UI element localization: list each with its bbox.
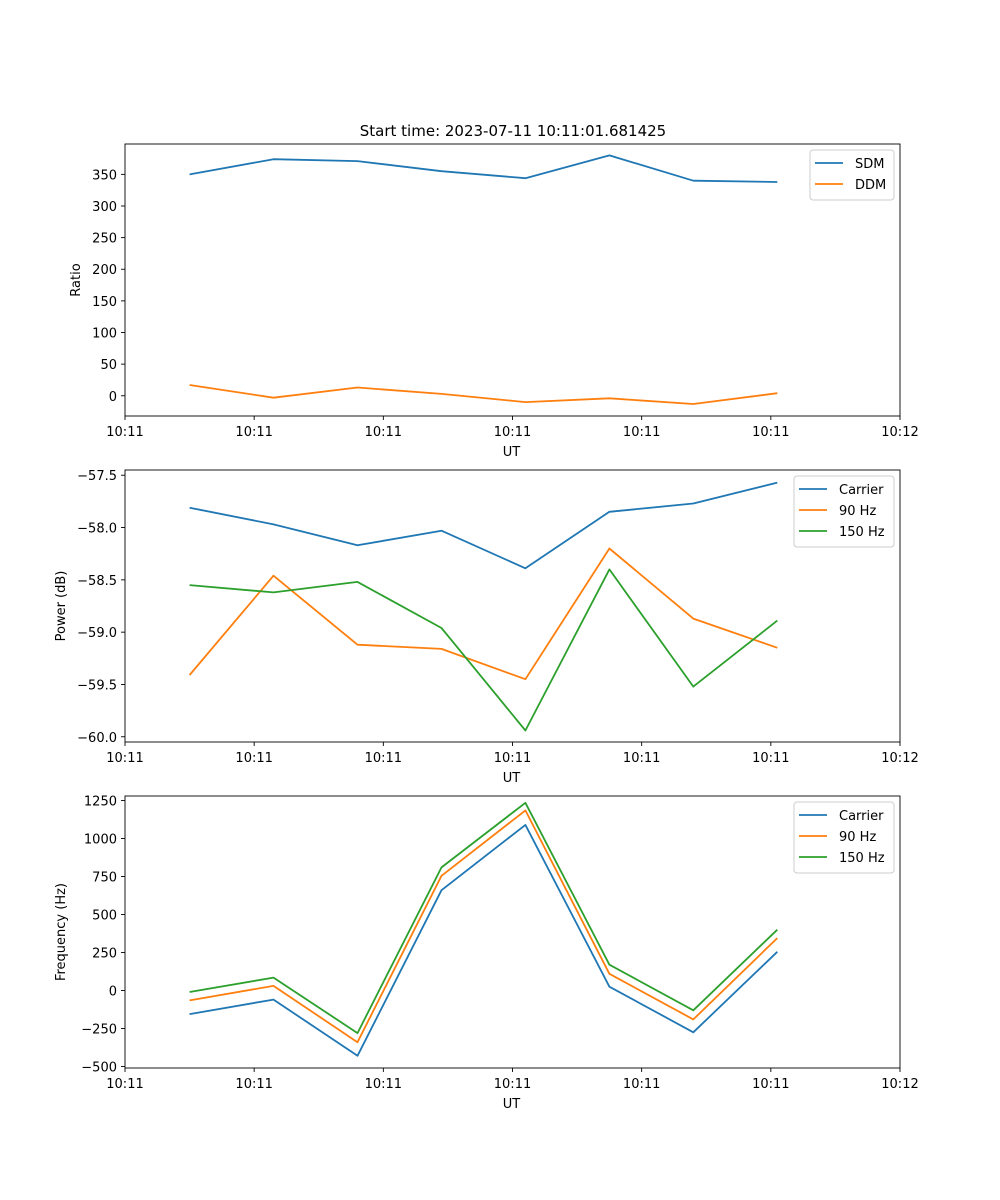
- legend: Carrier 90 Hz 150 Hz: [793, 475, 895, 548]
- y-tick-label: 350: [92, 168, 117, 183]
- y-axis-label: Frequency (Hz): [54, 883, 69, 981]
- axes-frame: [124, 143, 901, 417]
- y-tick-label: 50: [100, 358, 117, 373]
- legend-box: [793, 801, 895, 874]
- y-axis-label: Ratio: [69, 263, 84, 296]
- y-tick-label: 0: [109, 390, 117, 405]
- y-tick-label: −500: [81, 1060, 117, 1075]
- series-line-90-hz: [188, 547, 778, 681]
- series-line-150-hz: [189, 801, 778, 1034]
- x-tick-label: 10:11: [752, 425, 789, 440]
- y-tick-label: −58.0: [77, 522, 117, 537]
- series-line-90-hz: [189, 809, 778, 1044]
- y-tick-label: −59.0: [77, 626, 117, 641]
- x-tick-label: 10:11: [235, 751, 272, 766]
- y-tick-label: 200: [92, 263, 117, 278]
- legend-label: SDM: [855, 157, 884, 172]
- y-tick-label: 250: [92, 232, 117, 247]
- y-tick-label: 250: [92, 947, 117, 962]
- y-tick-label: −60.0: [77, 731, 117, 746]
- y-tick-label: 300: [92, 200, 117, 215]
- legend-label: 90 Hz: [839, 830, 876, 845]
- x-tick-label: 10:11: [106, 1077, 143, 1092]
- x-tick-label: 10:11: [494, 1077, 531, 1092]
- y-tick-label: 150: [92, 295, 117, 310]
- x-tick-label: 10:11: [623, 751, 660, 766]
- y-tick-label: 500: [92, 909, 117, 924]
- x-tick-label: 10:11: [106, 425, 143, 440]
- legend: Carrier 90 Hz 150 Hz: [793, 801, 895, 874]
- legend-label: 150 Hz: [839, 525, 885, 540]
- x-tick-label: 10:11: [752, 1077, 789, 1092]
- x-tick-label: 10:11: [623, 425, 660, 440]
- series-line-150-hz: [189, 568, 778, 732]
- x-tick-label: 10:11: [494, 751, 531, 766]
- x-axis-label: UT: [503, 771, 521, 786]
- x-tick-label: 10:11: [106, 751, 143, 766]
- y-tick-label: 0: [109, 985, 117, 1000]
- x-axis-label: UT: [503, 445, 521, 460]
- x-tick-label: 10:11: [365, 751, 402, 766]
- legend-box: [793, 475, 895, 548]
- x-tick-label: 10:11: [235, 425, 272, 440]
- y-tick-label: 100: [92, 327, 117, 342]
- y-axis-label: Power (dB): [54, 571, 69, 642]
- x-tick-label: 10:11: [752, 751, 789, 766]
- x-tick-label: 10:11: [235, 1077, 272, 1092]
- legend: SDM DDM: [809, 149, 895, 201]
- x-tick-label: 10:11: [623, 1077, 660, 1092]
- y-tick-label: −57.5: [77, 469, 117, 484]
- x-tick-label: 10:12: [881, 1077, 918, 1092]
- x-axis-label: UT: [503, 1097, 521, 1112]
- y-tick-label: 1250: [84, 795, 117, 810]
- x-tick-label: 10:12: [881, 425, 918, 440]
- x-tick-label: 10:11: [494, 425, 531, 440]
- series-line-ddm: [189, 384, 778, 405]
- x-tick-label: 10:11: [365, 1077, 402, 1092]
- panel-3: 10:11 10:11 10:11 10:11 10:11 10:11 10:12 UT −50…: [54, 795, 919, 1112]
- legend-label: 90 Hz: [839, 504, 876, 519]
- y-tick-label: 1000: [84, 833, 117, 848]
- legend-label: DDM: [855, 178, 886, 193]
- legend-label: Carrier: [839, 809, 884, 824]
- panel-2: 10:11 10:11 10:11 10:11 10:11 10:11 10:12 UT −60…: [54, 469, 919, 786]
- series-line-carrier: [189, 824, 778, 1057]
- y-tick-label: 750: [92, 871, 117, 886]
- axes-frame: [124, 469, 901, 743]
- y-tick-label: −250: [81, 1022, 117, 1037]
- axes-frame: [124, 795, 901, 1069]
- series-line-sdm: [189, 154, 778, 183]
- y-tick-label: −58.5: [77, 574, 117, 589]
- series-line-carrier: [189, 481, 778, 570]
- y-tick-label: −59.5: [77, 678, 117, 693]
- chart-title: Start time: 2023-07-11 10:11:01.681425: [360, 122, 666, 140]
- panel-1: 10:11 10:11 10:11 10:11 10:11 10:11 10:12 UT 0 50…: [69, 143, 919, 460]
- x-tick-label: 10:12: [881, 751, 918, 766]
- legend-label: Carrier: [839, 483, 884, 498]
- legend-label: 150 Hz: [839, 851, 885, 866]
- x-tick-label: 10:11: [365, 425, 402, 440]
